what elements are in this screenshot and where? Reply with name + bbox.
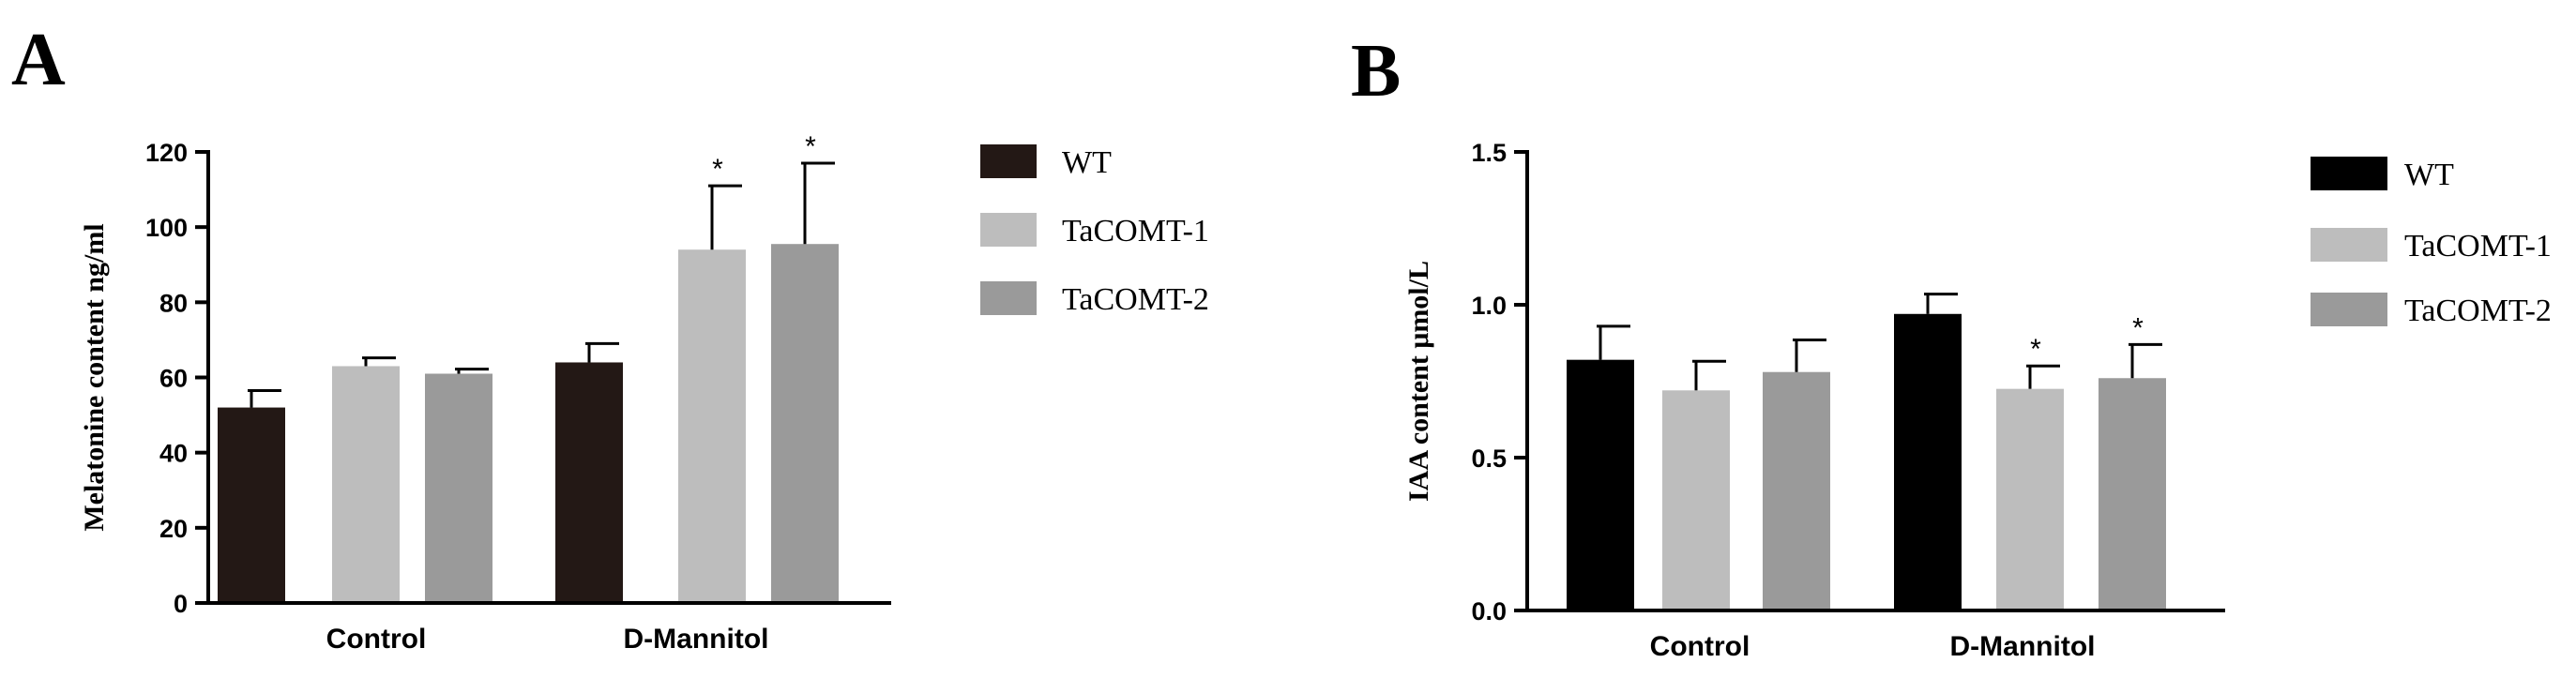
chart-a: Control * * D-Mannitol 0 20 40 60 80 100 120 Melato… xyxy=(79,131,1209,655)
y-tick-label: 1.0 xyxy=(1471,292,1507,320)
y-tick-label: 1.5 xyxy=(1471,139,1507,167)
y-tick-label: 0.5 xyxy=(1471,444,1507,473)
legend-label-wt: WT xyxy=(2404,158,2454,192)
panel-label-b: B xyxy=(1351,30,1401,113)
legend-swatch-tacomt-2 xyxy=(980,281,1037,315)
legend-label-wt: WT xyxy=(1062,145,1112,180)
bar-tacomt-1-control xyxy=(1662,390,1730,610)
x-tick-label: D-Mannitol xyxy=(624,624,769,655)
y-axis-label: IAA content μmol/L xyxy=(1403,261,1434,502)
y-tick-label: 40 xyxy=(159,440,188,468)
legend-label-tacomt-2: TaCOMT-2 xyxy=(2404,294,2552,328)
bar-tacomt-1-d-mannitol xyxy=(1996,388,2064,610)
y-tick-label: 120 xyxy=(145,139,188,167)
bar-tacomt-2-control xyxy=(1763,371,1830,610)
legend-swatch-tacomt-1 xyxy=(980,213,1037,247)
legend-swatch-wt xyxy=(980,144,1037,178)
significance-marker: * xyxy=(2132,312,2144,343)
bar-wt-d-mannitol xyxy=(555,362,623,603)
bar-tacomt-1-d-mannitol xyxy=(678,249,746,603)
chart-b: Control * * D-Mannitol 0.0 0.5 1.0 1.5 IAA conte… xyxy=(1403,139,2552,662)
y-tick-label: 0.0 xyxy=(1471,597,1507,625)
bar-tacomt-2-d-mannitol xyxy=(2099,378,2166,610)
x-tick-label: Control xyxy=(326,624,427,655)
significance-marker: * xyxy=(805,131,816,162)
bar-wt-control xyxy=(1567,359,1634,610)
legend-swatch-wt xyxy=(2311,157,2387,190)
bar-tacomt-1-control xyxy=(332,366,400,603)
x-tick-label: Control xyxy=(1650,631,1750,662)
legend-label-tacomt-1: TaCOMT-1 xyxy=(1062,214,1209,249)
significance-marker: * xyxy=(712,154,723,185)
bar-wt-control xyxy=(218,407,285,603)
significance-marker: * xyxy=(2030,334,2041,365)
bar-tacomt-2-control xyxy=(425,373,492,603)
legend-label-tacomt-2: TaCOMT-2 xyxy=(1062,282,1209,317)
legend-swatch-tacomt-2 xyxy=(2311,293,2387,326)
panel-label-a: A xyxy=(11,19,66,101)
bar-tacomt-2-d-mannitol xyxy=(771,244,839,603)
x-tick-label: D-Mannitol xyxy=(1950,631,2096,662)
y-tick-label: 20 xyxy=(159,515,188,543)
legend-label-tacomt-1: TaCOMT-1 xyxy=(2404,229,2552,264)
y-axis-label: Melatonine content ng/ml xyxy=(79,223,110,531)
y-tick-label: 80 xyxy=(159,289,188,317)
y-tick-label: 100 xyxy=(145,214,188,242)
y-tick-label: 60 xyxy=(159,365,188,393)
bar-wt-d-mannitol xyxy=(1894,313,1962,610)
legend-swatch-tacomt-1 xyxy=(2311,228,2387,262)
y-tick-label: 0 xyxy=(174,590,188,618)
